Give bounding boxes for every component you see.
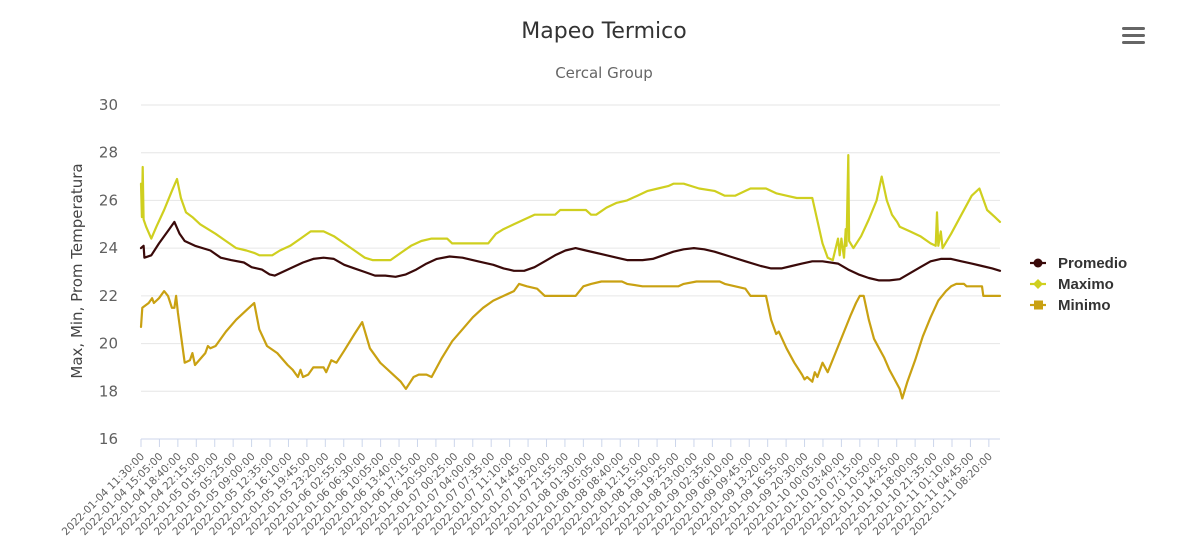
legend-label[interactable]: Promedio <box>1058 255 1127 272</box>
legend-item-promedio[interactable]: Promedio <box>1030 255 1127 272</box>
legend-marker-circle[interactable] <box>1033 258 1043 268</box>
y-tick-label: 16 <box>99 430 118 448</box>
chart-menu-button[interactable] <box>1117 22 1149 50</box>
series-line-minimo <box>139 280 1002 400</box>
y-tick-label: 30 <box>99 96 118 114</box>
legend-item-minimo[interactable]: Minimo <box>1030 297 1111 314</box>
y-tick-label: 28 <box>99 144 118 162</box>
legend-item-maximo[interactable]: Maximo <box>1030 276 1114 293</box>
legend: Promedio Maximo Minimo <box>1030 255 1127 314</box>
y-tick-label: 18 <box>99 382 118 400</box>
hamburger-menu-icon <box>1122 27 1145 44</box>
y-tick-label: 24 <box>99 239 118 257</box>
legend-label[interactable]: Minimo <box>1058 297 1111 314</box>
series-line-promedio <box>139 220 1002 282</box>
series-lines <box>139 154 1002 400</box>
y-tick-label: 20 <box>99 335 118 353</box>
legend-marker-diamond[interactable] <box>1033 279 1043 289</box>
series-line-maximo <box>139 154 1002 262</box>
y-tick-label: 22 <box>99 287 118 305</box>
legend-label[interactable]: Maximo <box>1058 276 1114 293</box>
chart-title: Mapeo Termico <box>521 19 686 44</box>
legend-marker-square[interactable] <box>1034 300 1043 310</box>
y-tick-label: 26 <box>99 191 118 209</box>
y-axis-title: Max, Min, Prom Temperatura <box>68 163 86 378</box>
chart-subtitle: Cercal Group <box>555 64 653 82</box>
y-axis: 16 18 20 22 24 26 28 30 <box>99 96 118 448</box>
